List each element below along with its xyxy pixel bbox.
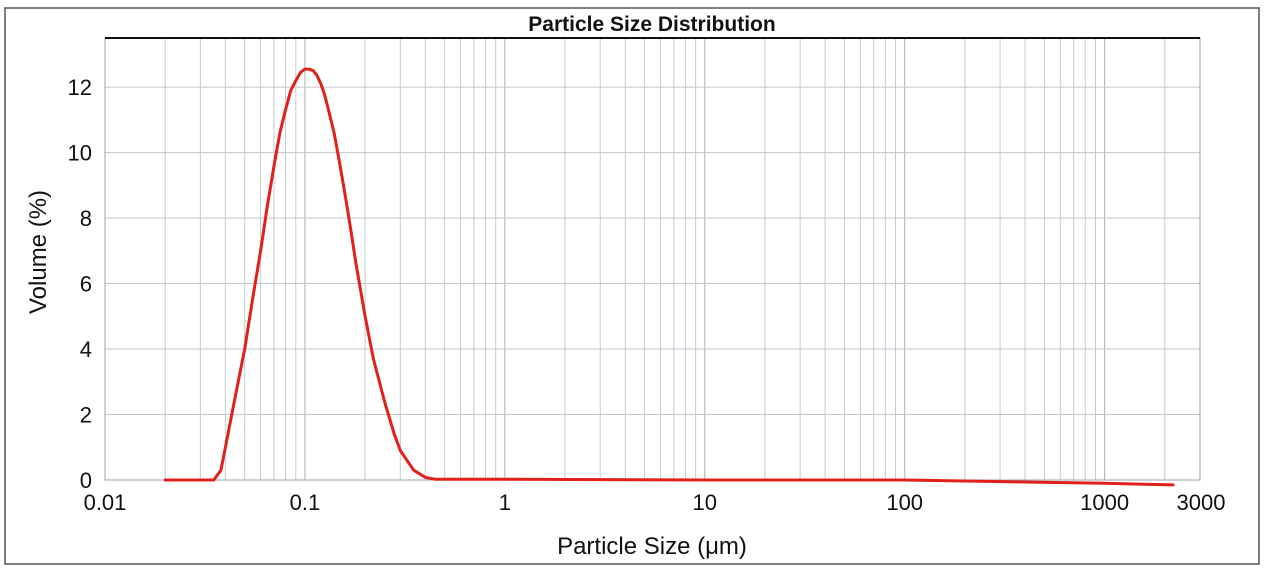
x-tick-label: 1000 — [1080, 490, 1129, 515]
x-tick-label: 10 — [693, 490, 717, 515]
series-layer — [163, 67, 1175, 487]
x-axis-label: Particle Size (μm) — [557, 533, 747, 560]
x-tick-label: 3000 — [1177, 490, 1226, 515]
chart-title: Particle Size Distribution — [528, 13, 775, 36]
y-axis-label: Volume (%) — [25, 190, 52, 314]
y-tick-label: 4 — [80, 337, 92, 362]
y-tick-label: 10 — [68, 141, 92, 166]
y-tick-label: 8 — [80, 206, 92, 231]
y-tick-label: 2 — [80, 403, 92, 428]
y-tick-label: 12 — [68, 75, 92, 100]
y-tick-label: 0 — [80, 468, 92, 493]
series-line-0 — [163, 67, 1175, 487]
x-tick-label: 100 — [886, 490, 923, 515]
x-tick-labels: 0.01 0.1 1 10 100 1000 3000 — [84, 490, 1226, 515]
x-tick-label: 1 — [499, 490, 511, 515]
x-tick-label: 0.1 — [290, 490, 321, 515]
y-tick-label: 6 — [80, 272, 92, 297]
chart-frame — [4, 7, 1260, 565]
x-tick-label: 0.01 — [84, 490, 127, 515]
y-tick-labels: 0 2 4 6 8 10 12 — [68, 75, 92, 493]
